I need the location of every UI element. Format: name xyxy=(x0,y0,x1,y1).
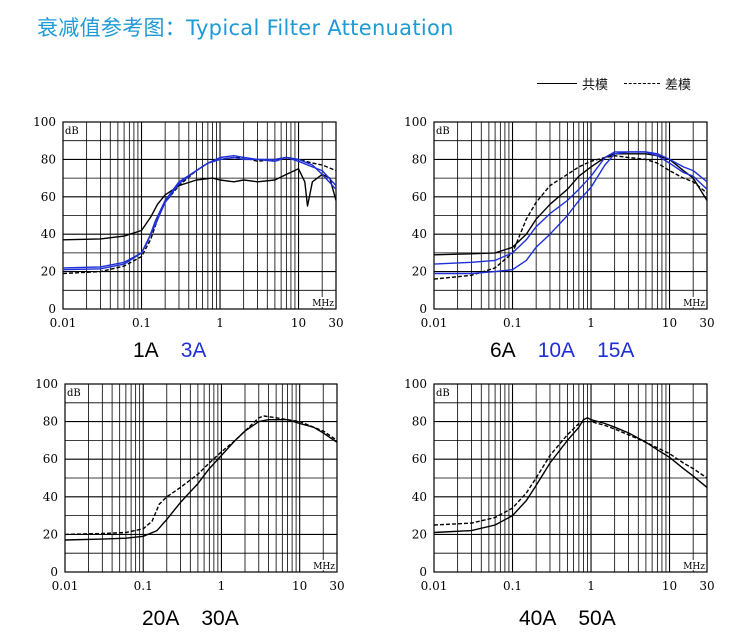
y-tick-label: 20 xyxy=(41,265,56,279)
xlabel-backdrop xyxy=(315,560,336,570)
x-tick-label: 10 xyxy=(291,316,306,330)
x-tick-label: 1 xyxy=(218,579,226,593)
chart-caption: 6A 10A 15A xyxy=(490,339,656,363)
series-line-1 xyxy=(62,168,337,241)
series-line-4 xyxy=(433,151,708,265)
xlabel-backdrop xyxy=(314,297,335,307)
x-tick-label: 30 xyxy=(699,316,714,330)
y-tick-label: 100 xyxy=(35,377,58,391)
y-tick-label: 60 xyxy=(412,190,427,204)
legend: 共模 差模 xyxy=(537,74,691,93)
y-tick-label: 40 xyxy=(412,227,427,241)
ylabel-backdrop xyxy=(66,386,80,397)
chart-caption: 1A 3A xyxy=(133,339,228,363)
x-tick-label: 0.01 xyxy=(421,579,448,593)
caption-current-rating: 20A xyxy=(142,607,180,630)
series-line-1 xyxy=(433,417,708,534)
y-tick-label: 0 xyxy=(48,302,56,316)
series-line-2 xyxy=(433,420,708,526)
xlabel-backdrop xyxy=(685,560,706,570)
page-title: 衰减值参考图：Typical Filter Attenuation xyxy=(37,16,454,40)
series-line-3 xyxy=(434,151,708,275)
y-tick-label: 80 xyxy=(412,415,427,429)
y-tick-label: 80 xyxy=(412,152,427,166)
x-tick-label: 10 xyxy=(662,316,677,330)
legend-solid-line-swatch xyxy=(537,83,577,84)
ylabel-backdrop xyxy=(435,124,449,135)
x-tick-label: 0.01 xyxy=(52,579,79,593)
y-tick-label: 20 xyxy=(43,527,58,541)
y-tick-label: 40 xyxy=(43,490,58,504)
x-tick-label: 1 xyxy=(587,579,595,593)
x-tick-label: 0.1 xyxy=(503,579,522,593)
series-line-1 xyxy=(64,419,338,541)
y-tick-label: 20 xyxy=(412,265,427,279)
x-tick-label: 1 xyxy=(216,316,224,330)
y-tick-label: 100 xyxy=(404,115,427,129)
x-axis-unit-label: MHz xyxy=(683,299,705,309)
x-tick-label: 30 xyxy=(329,579,344,593)
y-axis-unit-label: dB xyxy=(65,126,79,137)
x-tick-label: 0.1 xyxy=(503,316,522,330)
y-tick-label: 80 xyxy=(41,152,56,166)
x-tick-label: 10 xyxy=(662,579,677,593)
x-axis-unit-label: MHz xyxy=(313,562,335,572)
x-tick-label: 1 xyxy=(587,316,595,330)
caption-current-rating: 10A xyxy=(537,339,576,362)
y-axis-unit-label: dB xyxy=(67,388,81,399)
y-tick-label: 20 xyxy=(412,527,427,541)
x-tick-label: 0.01 xyxy=(50,316,77,330)
y-tick-label: 0 xyxy=(419,302,427,316)
x-axis-unit-label: MHz xyxy=(683,562,705,572)
y-tick-label: 60 xyxy=(43,452,58,466)
y-tick-label: 40 xyxy=(412,490,427,504)
x-tick-label: 30 xyxy=(699,579,714,593)
caption-current-rating: 6A xyxy=(490,339,516,362)
ylabel-backdrop xyxy=(64,124,78,135)
y-tick-label: 100 xyxy=(404,377,427,391)
y-tick-label: 80 xyxy=(43,415,58,429)
y-tick-label: 100 xyxy=(33,115,56,129)
y-tick-label: 0 xyxy=(419,565,427,579)
y-axis-unit-label: dB xyxy=(436,388,450,399)
x-axis-unit-label: MHz xyxy=(312,299,334,309)
caption-current-rating: 30A xyxy=(201,607,239,630)
series-line-4 xyxy=(62,156,337,269)
y-tick-label: 60 xyxy=(412,452,427,466)
x-tick-label: 0.1 xyxy=(134,579,153,593)
chart-caption: 20A 30A xyxy=(142,607,261,631)
caption-current-rating: 40A xyxy=(519,607,557,630)
x-tick-label: 30 xyxy=(328,316,343,330)
x-tick-label: 0.01 xyxy=(421,316,448,330)
chart-caption: 40A 50A xyxy=(519,607,638,631)
x-tick-label: 10 xyxy=(292,579,307,593)
caption-current-rating: 50A xyxy=(578,607,616,630)
caption-current-rating: 3A xyxy=(180,339,207,362)
x-tick-label: 0.1 xyxy=(132,316,151,330)
legend-common-mode-label: 共模 xyxy=(582,78,609,93)
y-tick-label: 60 xyxy=(41,190,56,204)
caption-current-rating: 15A xyxy=(597,339,635,362)
series-line-2 xyxy=(64,415,338,536)
caption-current-rating: 1A xyxy=(133,339,159,362)
xlabel-backdrop xyxy=(685,297,706,307)
legend-differential-mode-label: 差模 xyxy=(665,78,692,93)
ylabel-backdrop xyxy=(435,386,449,397)
y-tick-label: 0 xyxy=(50,565,58,579)
y-tick-label: 40 xyxy=(41,227,56,241)
legend-dashed-line-swatch xyxy=(624,83,661,84)
y-axis-unit-label: dB xyxy=(436,126,450,137)
